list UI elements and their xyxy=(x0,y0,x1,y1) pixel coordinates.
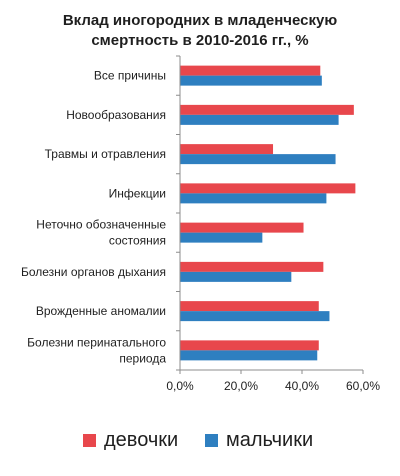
bar-boys xyxy=(180,311,330,322)
bar-boys xyxy=(180,350,318,361)
bar-boys xyxy=(180,75,322,86)
bars xyxy=(180,65,356,361)
category-label: Травмы и отравления xyxy=(45,147,166,161)
category-label: Инфекции xyxy=(109,186,166,200)
bar-girls xyxy=(180,340,319,351)
bar-boys xyxy=(180,154,336,165)
bar-girls xyxy=(180,261,324,272)
x-tick-label: 40,0% xyxy=(285,379,319,393)
bar-girls xyxy=(180,65,321,76)
bar-girls xyxy=(180,183,356,194)
bar-boys xyxy=(180,193,327,204)
category-label: Болезни перинатального xyxy=(27,335,166,349)
bar-boys xyxy=(180,232,263,243)
bar-girls xyxy=(180,144,274,155)
chart-title: Вклад иногородних в младенческую смертнос… xyxy=(63,12,338,49)
bar-girls xyxy=(180,222,304,233)
category-label: Все причины xyxy=(94,69,166,83)
category-label: Неточно обозначенные xyxy=(36,218,166,232)
bar-girls xyxy=(180,104,354,115)
category-label: Болезни органов дыхания xyxy=(21,265,166,279)
category-label: периода xyxy=(119,351,166,365)
x-tick-label: 60,0% xyxy=(346,379,380,393)
bar-boys xyxy=(180,114,339,125)
bar-girls xyxy=(180,301,319,312)
category-labels: Все причины Новообразования Травмы и отрав… xyxy=(21,69,166,366)
legend: девочки мальчики xyxy=(83,429,313,451)
x-tick-label: 20,0% xyxy=(224,379,258,393)
legend-swatch xyxy=(83,434,96,447)
x-axis: 0,0% 20,0% 40,0% 60,0% xyxy=(166,55,380,393)
chart-title-line: смертность в 2010-2016 гг., % xyxy=(91,32,308,49)
x-tick-label: 0,0% xyxy=(166,379,194,393)
legend-label: девочки xyxy=(104,429,178,451)
legend-label: мальчики xyxy=(226,429,313,451)
legend-swatch xyxy=(205,434,218,447)
category-label: состояния xyxy=(109,234,166,248)
category-label: Новообразования xyxy=(66,108,166,122)
bar-boys xyxy=(180,271,292,282)
chart-title-line: Вклад иногородних в младенческую xyxy=(63,12,338,29)
category-label: Врожденные аномалии xyxy=(36,304,166,318)
